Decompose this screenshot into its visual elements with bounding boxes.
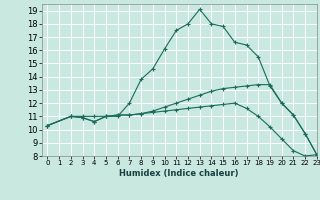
X-axis label: Humidex (Indice chaleur): Humidex (Indice chaleur) xyxy=(119,169,239,178)
